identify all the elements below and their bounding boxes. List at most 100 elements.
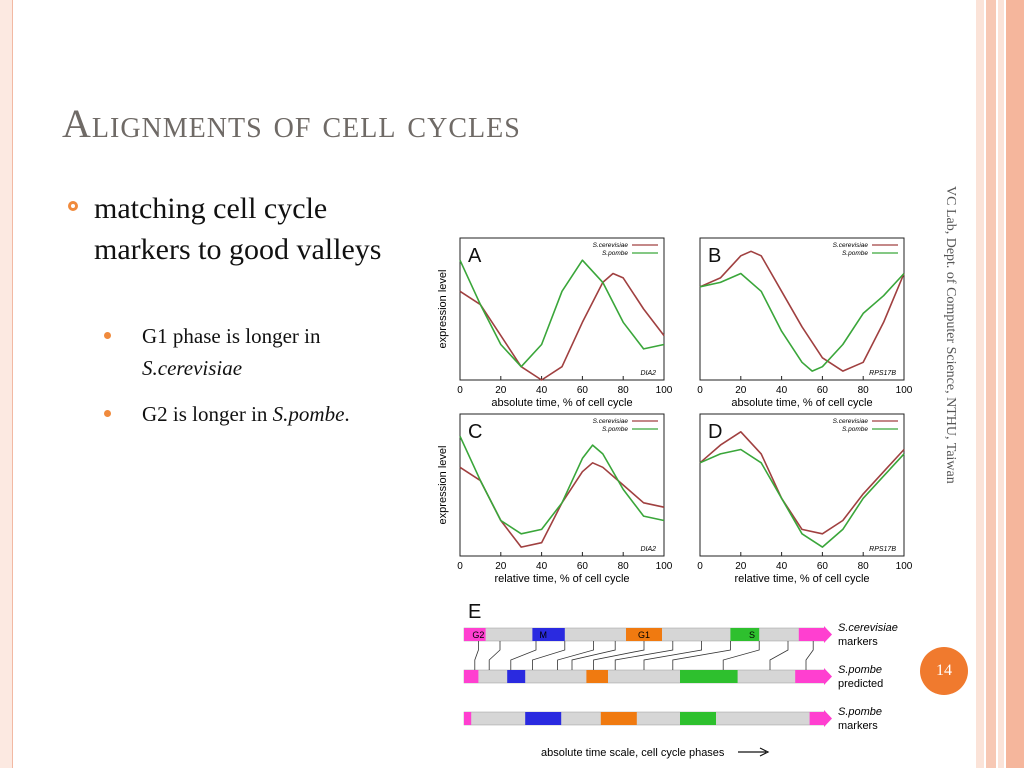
- legend-label: S.cerevisiae: [593, 242, 629, 249]
- pombe-predicted-bar-phase: [464, 670, 479, 683]
- legend-label: S.pombe: [842, 250, 868, 257]
- bar-name-species: S.pombe: [838, 706, 882, 718]
- left-frame-border: [0, 0, 13, 768]
- x-tick-label: 40: [776, 385, 788, 396]
- legend-label: S.cerevisiae: [833, 418, 869, 425]
- bar-name-species: S.pombe: [838, 664, 882, 676]
- cerevisiae-marker-bar-phase: [798, 628, 824, 641]
- y-axis-label-top: expression level: [437, 270, 449, 349]
- plot-frame: [459, 237, 665, 381]
- panel-letter: C: [468, 421, 482, 443]
- x-tick-label: 100: [656, 561, 673, 572]
- arrow-head-icon: [824, 710, 832, 727]
- x-tick-label: 20: [495, 561, 507, 572]
- x-tick-label: 20: [495, 385, 507, 396]
- x-tick-label: 100: [656, 385, 673, 396]
- sub-bullet-1-text: G1 phase is longer in: [142, 324, 321, 348]
- sub-bullet-1: G1 phase is longer in S.cerevisiae: [104, 320, 410, 384]
- time-scale-label: absolute time scale, cell cycle phases: [541, 747, 725, 759]
- alignment-connector: [769, 641, 789, 670]
- panel-letter: D: [708, 421, 722, 443]
- pombe-predicted-bar-phase: [507, 670, 526, 683]
- bar-name-type: markers: [838, 636, 878, 648]
- series-line-pombe: [459, 259, 665, 368]
- legend-label: S.pombe: [602, 250, 628, 257]
- plot-frame: [459, 413, 665, 557]
- bar-name-type: predicted: [838, 678, 883, 690]
- alignment-connector: [557, 641, 594, 670]
- cerevisiae-marker-bar-phase: [464, 628, 486, 641]
- x-tick-label: 20: [735, 561, 747, 572]
- x-tick-label: 60: [577, 561, 589, 572]
- x-tick-label: 40: [776, 561, 788, 572]
- panel-letter: A: [468, 245, 482, 267]
- pombe-marker-bar-phase: [525, 712, 562, 725]
- x-tick-label: 40: [536, 561, 548, 572]
- series-line-pombe: [699, 272, 905, 372]
- x-tick-label: 40: [536, 385, 548, 396]
- pombe-marker-bar: [463, 711, 825, 726]
- pombe-predicted-bar-phase: [795, 670, 824, 683]
- x-tick-label: 100: [896, 561, 913, 572]
- alignment-connector: [672, 641, 731, 670]
- legend-label: S.cerevisiae: [833, 242, 869, 249]
- x-tick-label: 0: [457, 561, 463, 572]
- side-label: VC Lab, Dept. of Computer Science, NTHU,…: [943, 186, 974, 606]
- arrow-head-icon: [824, 626, 832, 643]
- pombe-predicted-bar-phase: [680, 670, 738, 683]
- panel-letter: B: [708, 245, 721, 267]
- plot-frame: [699, 237, 905, 381]
- series-line-cerevisiae: [699, 250, 905, 372]
- series-line-pombe: [459, 435, 665, 535]
- series-line-pombe: [699, 448, 905, 548]
- x-axis-label: absolute time, % of cell cycle: [491, 397, 632, 409]
- phase-label: G1: [638, 630, 650, 640]
- pombe-predicted-bar-phase: [586, 670, 608, 683]
- phase-label: S: [749, 630, 755, 640]
- gene-label: DIA2: [640, 370, 656, 377]
- x-tick-label: 60: [577, 385, 589, 396]
- x-tick-label: 80: [618, 561, 630, 572]
- legend-label: S.pombe: [842, 426, 868, 433]
- side-label-text: VC Lab, Dept. of Computer Science, NTHU,…: [943, 186, 958, 484]
- alignment-connector: [532, 641, 566, 670]
- alignment-connector: [474, 641, 479, 670]
- y-axis-label-bottom: expression level: [437, 446, 449, 525]
- x-tick-label: 60: [817, 561, 829, 572]
- alignment-connector: [643, 641, 702, 670]
- alignment-connector: [805, 641, 814, 670]
- sub-bullet-2: G2 is longer in S.pombe.: [104, 398, 410, 430]
- alignment-connector: [593, 641, 645, 670]
- bullet-dot-icon: [104, 332, 111, 339]
- alignment-connector: [510, 641, 537, 670]
- x-tick-label: 100: [896, 385, 913, 396]
- gene-label: RPS17B: [869, 370, 896, 377]
- series-line-cerevisiae: [699, 431, 905, 535]
- bar-name-type: markers: [838, 720, 878, 732]
- x-tick-label: 80: [618, 385, 630, 396]
- phase-label: G2: [472, 630, 484, 640]
- cerevisiae-marker-bar-phase: [730, 628, 760, 641]
- x-tick-label: 0: [457, 385, 463, 396]
- cerevisiae-marker-bar-phase: [532, 628, 565, 641]
- x-tick-label: 60: [817, 385, 829, 396]
- alignment-connector: [614, 641, 674, 670]
- phase-label: M: [539, 630, 547, 640]
- x-axis-label: relative time, % of cell cycle: [734, 573, 869, 585]
- pombe-marker-bar-phase: [809, 712, 824, 725]
- x-tick-label: 80: [858, 385, 870, 396]
- x-tick-label: 20: [735, 385, 747, 396]
- gene-label: DIA2: [640, 546, 656, 553]
- x-axis-label: absolute time, % of cell cycle: [731, 397, 872, 409]
- alignment-connector: [722, 641, 760, 670]
- bullet-circle-icon: [68, 201, 78, 211]
- arrow-head-icon: [824, 668, 832, 685]
- gene-label: RPS17B: [869, 546, 896, 553]
- legend-label: S.pombe: [602, 426, 628, 433]
- cerevisiae-marker-bar-phase: [626, 628, 662, 641]
- pombe-marker-bar-phase: [600, 712, 637, 725]
- arrow-right-icon: [738, 747, 770, 757]
- sub-bullet-1-species: S.cerevisiae: [142, 356, 243, 380]
- bullet-dot-icon: [104, 410, 111, 417]
- bar-name-species: S.cerevisiae: [838, 622, 898, 634]
